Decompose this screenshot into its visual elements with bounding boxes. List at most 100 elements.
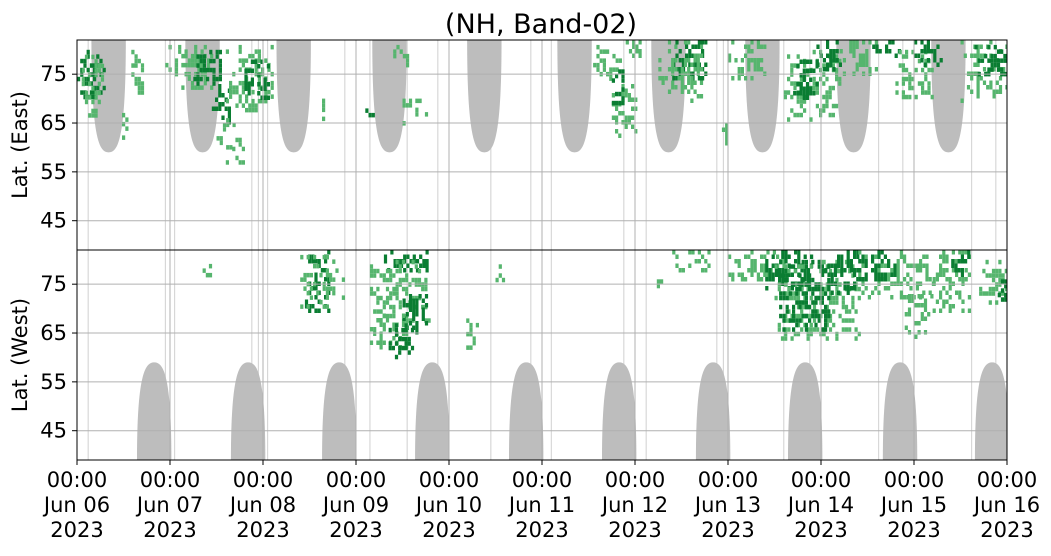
activity-cell bbox=[408, 321, 413, 326]
activity-cell bbox=[922, 254, 926, 259]
activity-cell bbox=[966, 85, 971, 90]
activity-cell bbox=[376, 318, 380, 323]
activity-cell bbox=[324, 277, 328, 282]
activity-cell bbox=[825, 99, 829, 104]
activity-cell bbox=[828, 291, 833, 296]
activity-cell bbox=[218, 88, 222, 93]
activity-cell bbox=[341, 277, 345, 282]
activity-cell bbox=[731, 277, 735, 282]
ytick-label-east: 55 bbox=[40, 160, 67, 184]
activity-cell bbox=[967, 250, 971, 255]
activity-cell bbox=[795, 291, 799, 296]
activity-cell bbox=[417, 268, 422, 274]
activity-cell bbox=[753, 62, 757, 67]
activity-cell bbox=[942, 299, 946, 304]
activity-cell bbox=[799, 82, 803, 87]
activity-cell bbox=[797, 250, 801, 255]
activity-cell bbox=[393, 263, 397, 268]
activity-cell bbox=[998, 85, 1003, 90]
activity-cell bbox=[260, 86, 264, 91]
activity-cell bbox=[395, 259, 399, 265]
activity-cell bbox=[415, 107, 419, 113]
activity-cell bbox=[756, 44, 760, 49]
activity-cell bbox=[611, 78, 615, 83]
activity-cell bbox=[250, 82, 254, 87]
activity-cell bbox=[785, 277, 789, 283]
activity-cell bbox=[803, 254, 807, 259]
activity-cell bbox=[826, 62, 830, 67]
activity-cell bbox=[753, 67, 757, 72]
activity-cell bbox=[401, 277, 406, 283]
activity-cell bbox=[843, 268, 847, 273]
activity-cell bbox=[995, 268, 999, 274]
activity-cell bbox=[822, 67, 826, 72]
activity-cell bbox=[424, 286, 428, 292]
activity-cell bbox=[596, 44, 600, 50]
activity-cell bbox=[1000, 67, 1004, 72]
activity-cell bbox=[407, 350, 411, 355]
activity-cell bbox=[766, 250, 770, 255]
activity-cell bbox=[658, 67, 662, 72]
activity-cell bbox=[394, 327, 399, 333]
activity-cell bbox=[379, 318, 383, 323]
activity-cell bbox=[846, 250, 850, 255]
activity-cell bbox=[815, 59, 819, 64]
activity-cell bbox=[933, 49, 937, 54]
activity-cell bbox=[314, 286, 318, 291]
activity-cell bbox=[964, 250, 968, 255]
activity-cell bbox=[218, 84, 222, 89]
activity-cell bbox=[210, 53, 214, 59]
activity-cell bbox=[793, 85, 797, 91]
activity-cell bbox=[257, 85, 261, 90]
activity-cell bbox=[621, 78, 625, 83]
activity-cell bbox=[94, 113, 98, 118]
activity-cell bbox=[190, 62, 195, 68]
activity-cell bbox=[618, 133, 622, 138]
activity-cell bbox=[621, 96, 625, 101]
activity-cell bbox=[140, 85, 145, 91]
activity-cell bbox=[696, 67, 700, 72]
activity-cell bbox=[80, 90, 84, 95]
activity-cell bbox=[907, 298, 912, 303]
activity-cell bbox=[671, 85, 675, 90]
activity-cell bbox=[97, 90, 101, 96]
activity-cell bbox=[832, 58, 836, 63]
activity-cell bbox=[753, 259, 757, 264]
activity-cell bbox=[812, 304, 817, 310]
activity-cell bbox=[828, 90, 832, 95]
activity-cell bbox=[838, 313, 842, 319]
activity-cell bbox=[790, 94, 794, 100]
activity-cell bbox=[674, 85, 678, 90]
activity-cell bbox=[398, 300, 402, 305]
activity-cell bbox=[779, 273, 783, 278]
activity-cell bbox=[412, 254, 416, 259]
activity-cell bbox=[382, 313, 386, 318]
activity-cell bbox=[784, 259, 788, 264]
activity-cell bbox=[303, 286, 307, 291]
activity-cell bbox=[991, 286, 996, 292]
activity-cell bbox=[371, 112, 375, 118]
activity-cell bbox=[99, 90, 103, 95]
activity-cell bbox=[324, 295, 328, 300]
activity-cell bbox=[408, 307, 413, 312]
activity-cell bbox=[877, 268, 881, 273]
activity-cell bbox=[844, 309, 849, 314]
activity-cell bbox=[760, 67, 764, 72]
activity-cell bbox=[685, 53, 689, 58]
activity-cell bbox=[612, 53, 616, 59]
activity-cell bbox=[802, 95, 806, 100]
activity-cell bbox=[306, 304, 310, 309]
activity-cell bbox=[990, 67, 994, 72]
activity-cell bbox=[704, 259, 708, 264]
activity-cell bbox=[914, 40, 918, 45]
activity-cell bbox=[406, 254, 410, 259]
activity-cell bbox=[854, 336, 858, 341]
activity-cell bbox=[800, 264, 804, 269]
activity-cell bbox=[901, 81, 905, 86]
activity-cluster-east bbox=[216, 118, 236, 150]
activity-cell bbox=[621, 87, 625, 92]
activity-cell bbox=[903, 259, 907, 264]
activity-cell bbox=[830, 290, 834, 295]
activity-cell bbox=[395, 291, 399, 296]
activity-cell bbox=[927, 67, 931, 73]
